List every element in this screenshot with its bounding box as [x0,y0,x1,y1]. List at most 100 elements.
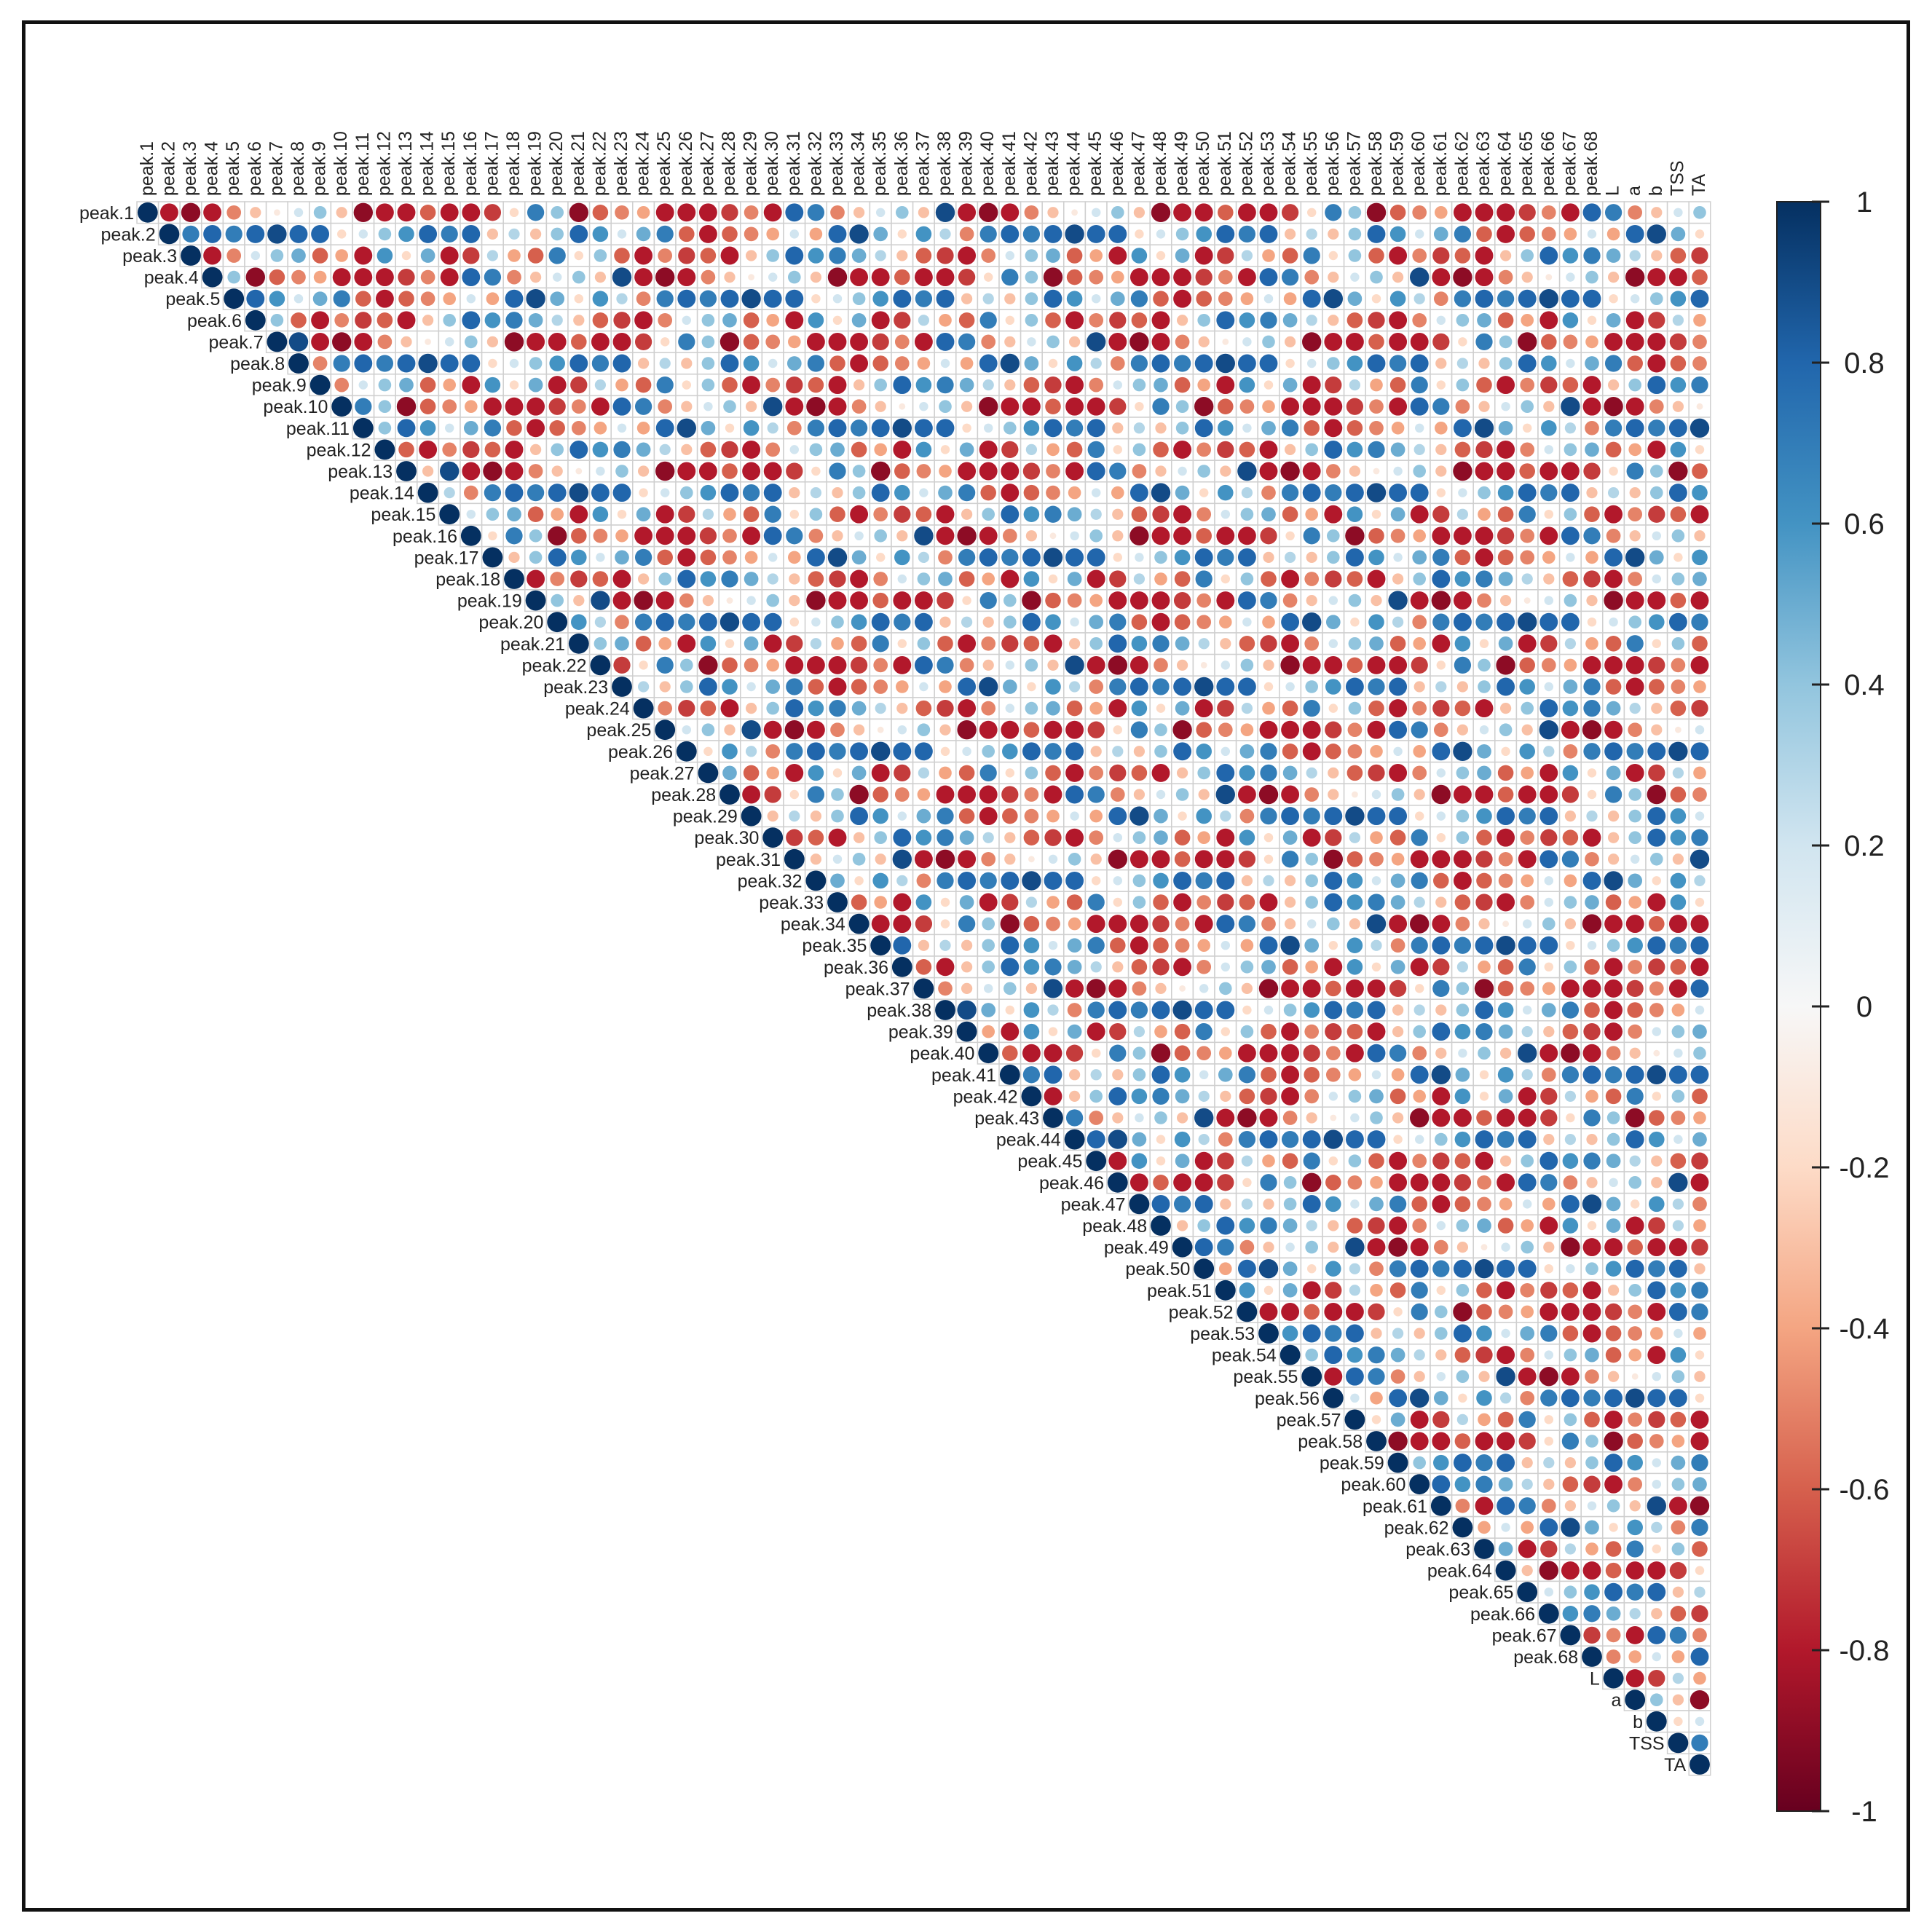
correlation-circle [936,289,955,308]
correlation-circle [1261,916,1276,931]
correlation-circle [1263,832,1274,843]
correlation-circle [1456,508,1469,520]
correlation-circle [269,269,285,285]
correlation-circle [1133,1025,1146,1038]
correlation-circle [1629,486,1641,499]
correlation-circle [483,397,502,416]
correlation-circle [354,268,373,287]
correlation-circle [1241,702,1253,714]
correlation-circle [1519,226,1535,243]
correlation-circle [1132,1068,1146,1081]
correlation-circle [1199,1070,1209,1080]
correlation-circle [1005,768,1015,778]
correlation-circle [1392,1025,1404,1038]
correlation-circle [808,700,824,717]
correlation-circle [313,206,327,219]
correlation-circle [809,227,823,241]
correlation-circle [894,334,910,350]
correlation-circle [658,399,673,414]
correlation-circle [1132,874,1146,888]
correlation-circle [1046,485,1060,500]
correlation-circle [725,423,735,433]
correlation-circle [1367,224,1386,243]
correlation-circle [1497,786,1514,803]
correlation-circle [312,248,328,264]
correlation-circle [1324,332,1343,351]
correlation-circle [1433,872,1449,889]
correlation-circle [1178,811,1187,821]
correlation-circle [854,876,864,886]
correlation-circle [1025,292,1038,306]
correlation-circle [850,591,869,610]
correlation-circle [396,461,417,481]
correlation-circle [1606,1154,1621,1169]
correlation-circle [1197,766,1210,780]
correlation-circle [871,461,891,481]
correlation-circle [767,573,778,585]
correlation-circle [1478,508,1491,521]
correlation-circle [1545,274,1553,280]
correlation-circle [1410,505,1429,524]
correlation-circle [1564,638,1577,650]
correlation-circle [810,853,822,865]
correlation-circle [1456,358,1469,369]
correlation-circle [786,527,803,545]
correlation-circle [1324,397,1343,416]
correlation-circle [1218,205,1234,221]
correlation-circle [1649,679,1665,695]
correlation-circle [1454,1153,1471,1169]
correlation-circle [1691,699,1708,717]
correlation-circle [1004,293,1016,304]
correlation-circle [1625,332,1644,351]
correlation-circle [1368,549,1384,566]
correlation-circle [1476,808,1492,824]
correlation-circle [658,572,671,585]
correlation-circle [767,422,778,434]
correlation-circle [378,227,392,241]
correlation-circle [1151,850,1170,869]
correlation-circle [915,441,932,458]
correlation-circle [1004,853,1016,865]
correlation-circle [1065,376,1084,395]
correlation-circle [1261,507,1276,522]
correlation-circle [527,419,545,438]
correlation-circle [894,613,911,631]
correlation-circle [742,376,761,395]
correlation-circle [1130,290,1148,307]
correlation-circle [1518,958,1536,976]
correlation-circle [1475,268,1494,287]
correlation-circle [1668,268,1687,287]
correlation-circle [311,332,330,351]
correlation-circle [893,936,912,955]
correlation-circle [1475,894,1493,911]
correlation-circle [896,680,909,693]
correlation-circle [1221,962,1231,972]
correlation-circle [1113,553,1123,562]
correlation-circle [681,358,693,369]
correlation-circle [636,206,650,219]
correlation-circle [1583,1109,1601,1127]
correlation-circle [1133,789,1146,800]
correlation-circle [1648,505,1665,523]
correlation-circle [1690,1065,1709,1084]
correlation-circle [1216,376,1235,395]
correlation-circle [1070,811,1079,821]
correlation-circle [979,354,998,373]
correlation-circle [548,247,566,264]
correlation-circle [1410,914,1430,934]
correlation-circle [1132,378,1146,392]
correlation-circle [810,638,822,650]
correlation-circle [1346,398,1364,415]
correlation-circle [1324,440,1343,459]
correlation-circle [1625,915,1644,934]
correlation-circle [1090,746,1102,757]
correlation-circle [1389,226,1406,243]
correlation-circle [936,268,955,287]
correlation-circle [680,680,693,693]
correlation-circle [1304,787,1320,802]
correlation-circle [768,358,778,368]
correlation-circle [1091,293,1101,304]
correlation-circle [827,548,848,567]
correlation-circle [1692,572,1707,586]
correlation-circle [1562,376,1579,393]
